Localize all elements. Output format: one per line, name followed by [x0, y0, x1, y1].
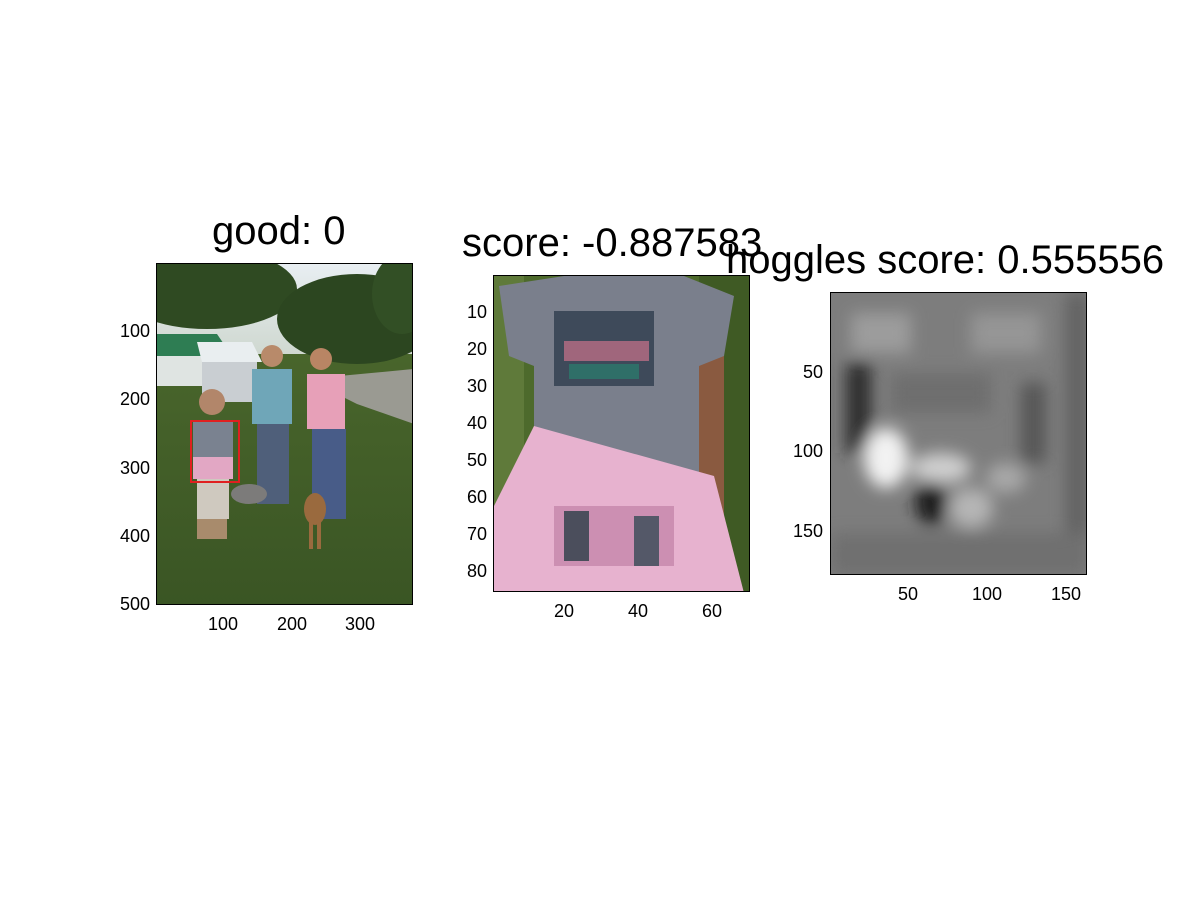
panel-2-ytick: 10: [466, 302, 487, 322]
hog-image: [831, 293, 1086, 574]
panel-3-xtick: 50: [897, 584, 919, 604]
panel-2-xtick: 60: [701, 601, 723, 621]
detection-box: [190, 420, 240, 483]
panel-1-ytick: 200: [119, 389, 150, 409]
panel-1-ytick: 400: [119, 526, 150, 546]
panel-2-ytick: 30: [466, 376, 487, 396]
panel-1-xtick: 300: [344, 614, 376, 634]
panel-3-xtick: 100: [971, 584, 1003, 604]
panel-2-image-axes: [493, 275, 750, 592]
panel-3-ytick: 150: [792, 521, 823, 541]
panel-2-ytick: 50: [466, 450, 487, 470]
panel-3-ytick: 100: [792, 441, 823, 461]
panel-2-xtick: 40: [627, 601, 649, 621]
photo-image: [157, 264, 412, 604]
panel-1-xtick: 100: [207, 614, 239, 634]
panel-1-ytick: 300: [119, 458, 150, 478]
panel-2-ytick: 80: [466, 561, 487, 581]
panel-3-xtick: 150: [1050, 584, 1082, 604]
panel-2-ytick: 60: [466, 487, 487, 507]
panel-1-ytick: 100: [119, 321, 150, 341]
panel-2-ytick: 40: [466, 413, 487, 433]
panel-2-xtick: 20: [553, 601, 575, 621]
panel-1-title: good: 0: [212, 209, 346, 253]
panel-3-ytick: 50: [802, 362, 823, 382]
panel-3-title: hoggles score: 0.555556: [726, 238, 1165, 282]
panel-3-image-axes: [830, 292, 1087, 575]
panel-1-ytick: 500: [119, 594, 150, 614]
panel-1-image-axes: [156, 263, 413, 605]
panel-1-xtick: 200: [276, 614, 308, 634]
crop-image: [494, 276, 749, 591]
panel-2-title: score: -0.887583: [462, 221, 763, 265]
panel-2-ytick: 70: [466, 524, 487, 544]
panel-2-ytick: 20: [466, 339, 487, 359]
